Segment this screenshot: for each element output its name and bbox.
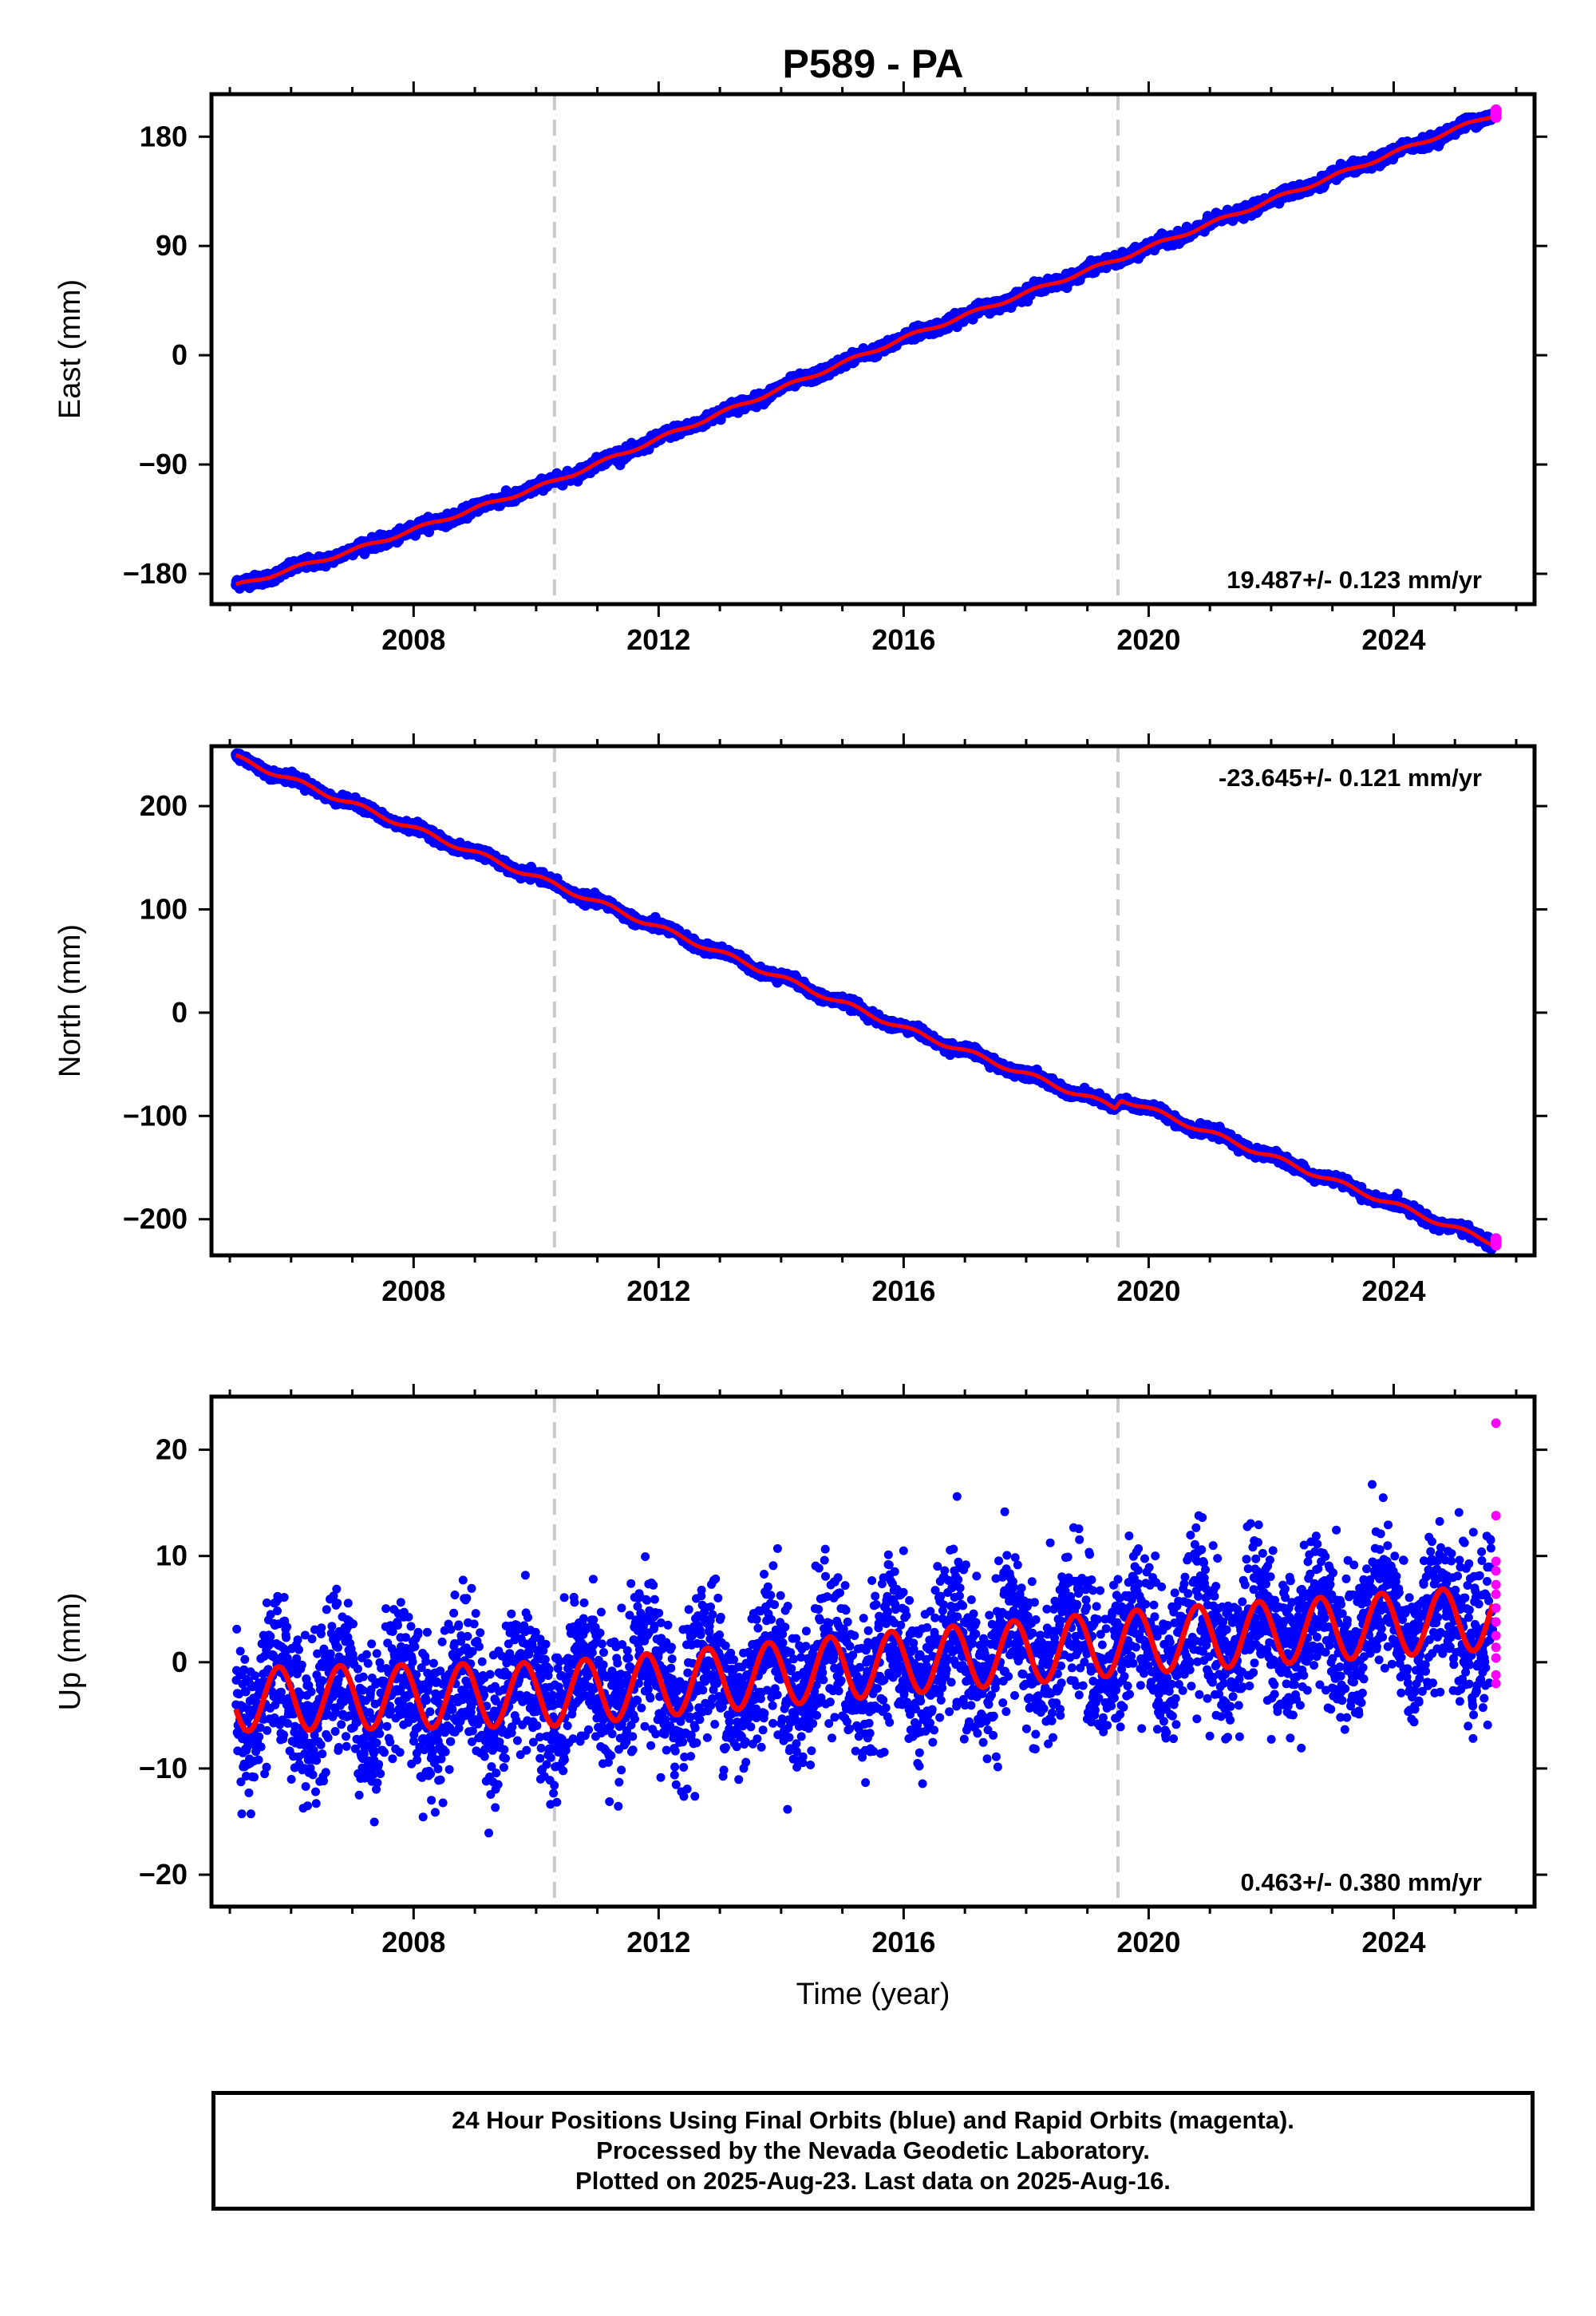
east-rapid-point xyxy=(1490,104,1502,116)
y-tick-label: 0 xyxy=(172,338,188,371)
north-final-orbit-points xyxy=(231,748,1498,1255)
east-x-axis: 2008 2012 2016 2020 2024 xyxy=(228,81,1518,656)
chart-title: P589 - PA xyxy=(783,41,964,86)
east-model-line xyxy=(235,114,1494,587)
east-y-axis-label: East (mm) xyxy=(53,279,87,419)
y-tick-label: −90 xyxy=(139,448,188,480)
x-tick-label: 2008 xyxy=(381,623,445,656)
x-tick-label: 2020 xyxy=(1116,623,1180,656)
east-final-orbit-points xyxy=(231,109,1498,594)
x-tick-label: 2024 xyxy=(1361,623,1425,656)
east-rate-annotation: 19.487+/- 0.123 mm/yr xyxy=(1227,566,1482,594)
x-tick-label: 2016 xyxy=(871,623,935,656)
y-tick-label: 180 xyxy=(140,120,188,152)
x-tick-label: 2012 xyxy=(626,623,690,656)
east-rapid-orbit-points xyxy=(1490,104,1502,123)
east-y-axis: −180 −90 0 90 180 xyxy=(123,120,1547,590)
y-tick-label: −180 xyxy=(123,557,188,590)
east-frame xyxy=(209,92,1537,607)
east-panel: 2008 2012 2016 2020 2024 −180 −90 0 90 180 East (m… xyxy=(53,81,1547,656)
north-panel: 2008 2012 2016 2020 2024−200−1000100200North… xyxy=(53,733,1547,1307)
y-tick-label: 90 xyxy=(156,229,188,262)
